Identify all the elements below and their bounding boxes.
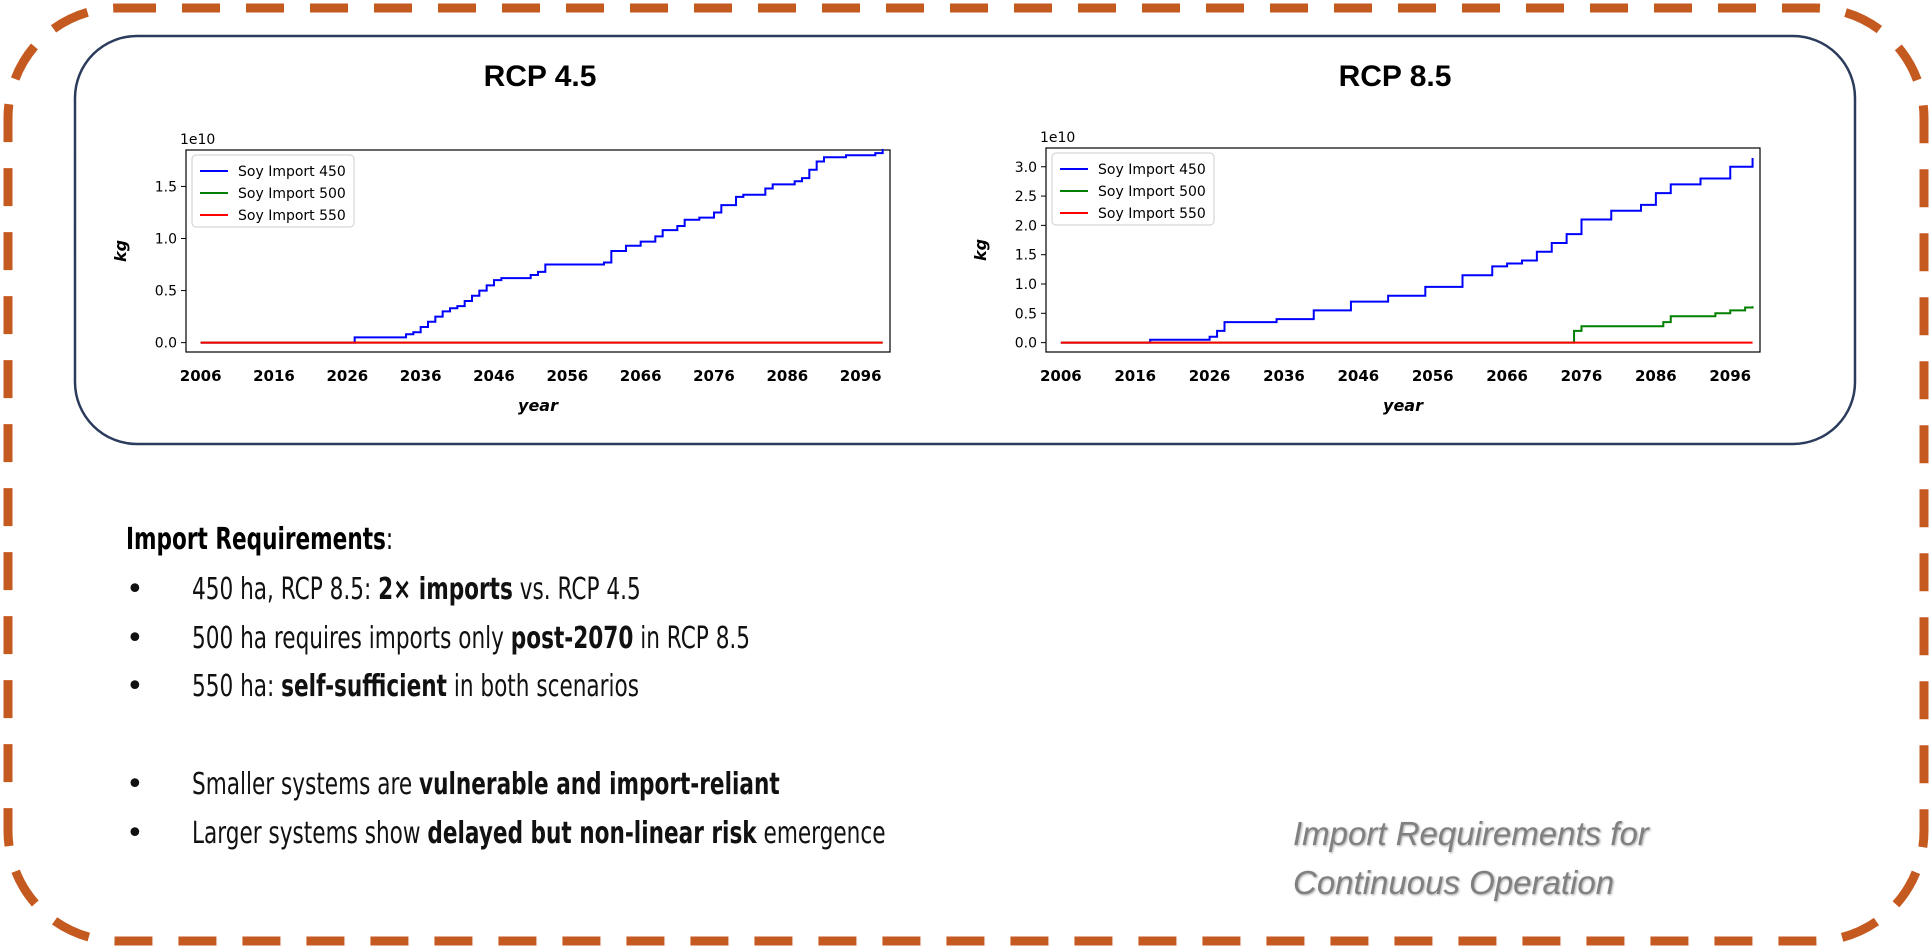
bullet-text: 500 ha requires imports only post-2070 i… — [192, 621, 751, 656]
x-tick-label: 2036 — [400, 367, 442, 385]
legend-label: Soy Import 500 — [238, 186, 346, 202]
y-tick-label: 1.0 — [155, 232, 177, 248]
x-tick-label: 2036 — [1263, 367, 1305, 385]
series-line — [1060, 306, 1754, 344]
charts-panel — [73, 34, 1857, 446]
series-line — [1060, 157, 1754, 344]
x-tick-label: 2056 — [1412, 367, 1454, 385]
y-tick-label: 3.0 — [1015, 160, 1037, 176]
x-axis-label: year — [518, 396, 559, 415]
series-line — [200, 148, 884, 344]
x-tick-label: 2096 — [1709, 367, 1751, 385]
y-axis-label: kg — [971, 239, 990, 261]
y-tick-label: 0.5 — [155, 284, 177, 300]
y-tick-label: 2.5 — [1015, 189, 1037, 205]
y-multiplier-label: 1e10 — [180, 132, 215, 148]
x-tick-label: 2096 — [840, 367, 882, 385]
x-tick-label: 2086 — [766, 367, 808, 385]
bullet-text: 550 ha: self-sufficient in both scenario… — [192, 669, 640, 704]
legend-label: Soy Import 550 — [238, 208, 346, 224]
x-tick-label: 2006 — [180, 367, 222, 385]
chart-rcp85: 0.0 0.5 1.0 1.5 2.0 2.5 3.0 2006 2016 2026 2036 204… — [971, 130, 1761, 415]
chart-title-rcp45: RCP 4.5 — [483, 60, 597, 93]
bullet-marker: • — [126, 572, 144, 607]
bullet-text: Larger systems show delayed but non-line… — [192, 816, 886, 851]
x-axis-label: year — [1383, 396, 1424, 415]
legend-label: Soy Import 450 — [1098, 162, 1206, 178]
y-tick-label: 2.0 — [1015, 218, 1037, 234]
bullet-text: 450 ha, RCP 8.5: 2× imports vs. RCP 4.5 — [192, 572, 641, 607]
chart-title-rcp85: RCP 8.5 — [1338, 60, 1452, 93]
y-tick-label: 1.5 — [155, 179, 177, 195]
x-tick-label: 2066 — [620, 367, 662, 385]
heading-suffix: : — [385, 522, 394, 557]
y-tick-label: 1.5 — [1015, 248, 1037, 264]
x-tick-label: 2076 — [693, 367, 735, 385]
bullets-heading: Import Requirements: — [126, 522, 393, 557]
x-tick-label: 2006 — [1040, 367, 1082, 385]
bullet-marker: • — [126, 767, 144, 802]
x-tick-label: 2026 — [1189, 367, 1231, 385]
x-tick-label: 2046 — [1338, 367, 1380, 385]
heading-text: Import Requirements — [126, 522, 386, 557]
x-tick-label: 2016 — [1114, 367, 1156, 385]
bullet-marker: • — [126, 621, 144, 656]
x-tick-label: 2086 — [1635, 367, 1677, 385]
x-tick-label: 2076 — [1561, 367, 1603, 385]
legend-box — [1051, 152, 1215, 226]
legend-label: Soy Import 550 — [1098, 206, 1206, 222]
x-tick-label: 2026 — [326, 367, 368, 385]
legend-label: Soy Import 450 — [238, 164, 346, 180]
bullet-text: Smaller systems are vulnerable and impor… — [192, 767, 780, 802]
y-tick-label: 0.0 — [1015, 336, 1037, 352]
x-tick-label: 2056 — [546, 367, 588, 385]
caption-line-1: Import Requirements for — [1293, 815, 1649, 852]
y-axis-label: kg — [111, 240, 130, 262]
legend-box — [191, 154, 355, 228]
y-tick-label: 0.0 — [155, 336, 177, 352]
x-tick-label: 2046 — [473, 367, 515, 385]
y-tick-label: 1.0 — [1015, 277, 1037, 293]
caption-line-2: Continuous Operation — [1293, 864, 1615, 901]
chart-rcp45: 0.0 0.5 1.0 1.5 2006 2016 2026 2036 2046 2056 2066… — [111, 132, 891, 415]
legend-label: Soy Import 500 — [1098, 184, 1206, 200]
dashed-border — [3, 3, 1929, 946]
x-tick-label: 2016 — [253, 367, 295, 385]
bullet-marker: • — [126, 669, 144, 704]
x-tick-label: 2066 — [1486, 367, 1528, 385]
bullet-marker: • — [126, 816, 144, 851]
y-tick-label: 0.5 — [1015, 306, 1037, 322]
y-multiplier-label: 1e10 — [1040, 130, 1075, 146]
